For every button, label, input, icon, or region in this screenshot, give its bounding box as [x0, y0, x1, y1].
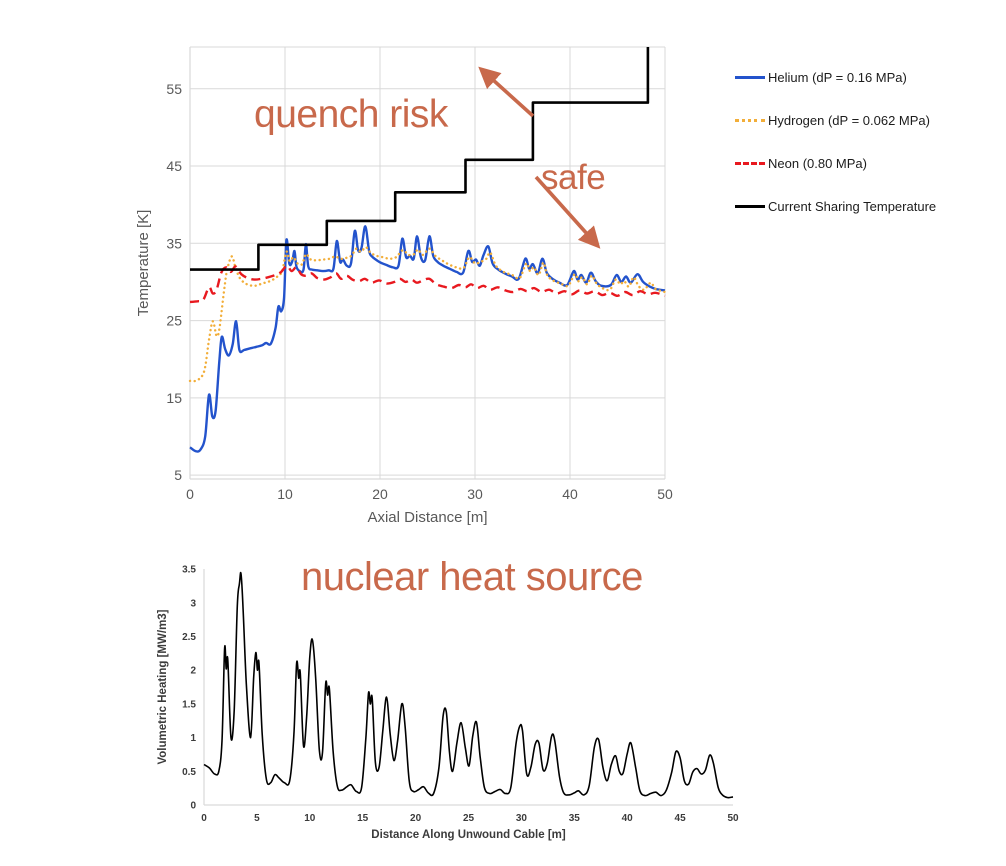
- heating-chart: 0 5 10 15 20 25 30 35 40 45 50 0 0.5 1 1.5 2 2.5 3 3.5 Dist…: [157, 565, 739, 841]
- svg-text:0.5: 0.5: [182, 767, 196, 778]
- svg-text:15: 15: [166, 390, 182, 406]
- svg-text:2.5: 2.5: [182, 632, 196, 643]
- solid-line-marker: [735, 75, 765, 79]
- legend-label: Hydrogen (dP = 0.062 MPa): [768, 112, 930, 128]
- legend-item: Current Sharing Temperature: [735, 195, 1006, 217]
- svg-text:25: 25: [166, 313, 182, 329]
- svg-text:1: 1: [190, 733, 196, 744]
- legend: Helium (dP = 0.16 MPa) Hydrogen (dP = 0.0…: [735, 66, 1006, 238]
- legend-label: Current Sharing Temperature: [768, 198, 937, 214]
- svg-text:Axial Distance [m]: Axial Distance [m]: [367, 509, 487, 526]
- svg-text:45: 45: [166, 158, 182, 174]
- svg-text:50: 50: [657, 486, 673, 502]
- solid-line-marker: [735, 204, 765, 208]
- svg-text:35: 35: [569, 813, 581, 824]
- svg-text:25: 25: [463, 813, 475, 824]
- svg-text:40: 40: [622, 813, 634, 824]
- svg-text:5: 5: [174, 467, 182, 483]
- svg-text:Distance Along Unwound Cable [: Distance Along Unwound Cable [m]: [371, 829, 566, 841]
- svg-text:40: 40: [562, 486, 578, 502]
- svg-text:Temperature [K]: Temperature [K]: [135, 210, 152, 317]
- svg-text:30: 30: [467, 486, 483, 502]
- svg-text:45: 45: [675, 813, 687, 824]
- svg-text:35: 35: [166, 235, 182, 251]
- svg-text:15: 15: [357, 813, 369, 824]
- svg-text:1.5: 1.5: [182, 699, 196, 710]
- svg-text:10: 10: [304, 813, 316, 824]
- annotation-safe: safe: [541, 158, 606, 197]
- dashed-line-marker: [735, 161, 765, 165]
- svg-text:10: 10: [277, 486, 293, 502]
- svg-text:20: 20: [372, 486, 388, 502]
- svg-text:5: 5: [254, 813, 260, 824]
- annotation-nuclear-heat-source: nuclear heat source: [301, 555, 643, 599]
- svg-text:0: 0: [186, 486, 194, 502]
- svg-text:20: 20: [410, 813, 422, 824]
- svg-text:3.5: 3.5: [182, 565, 196, 576]
- svg-text:0: 0: [190, 801, 196, 812]
- svg-text:30: 30: [516, 813, 528, 824]
- svg-text:3: 3: [190, 598, 196, 609]
- legend-item: Neon (0.80 MPa): [735, 152, 1006, 174]
- svg-text:55: 55: [166, 81, 182, 97]
- legend-label: Neon (0.80 MPa): [768, 155, 867, 171]
- svg-text:Volumetric Heating [MW/m3]: Volumetric Heating [MW/m3]: [157, 609, 169, 764]
- legend-item: Hydrogen (dP = 0.062 MPa): [735, 109, 1006, 131]
- dotted-line-marker: [735, 118, 765, 122]
- svg-text:50: 50: [727, 813, 739, 824]
- svg-text:0: 0: [201, 813, 207, 824]
- legend-label: Helium (dP = 0.16 MPa): [768, 69, 907, 85]
- legend-item: Helium (dP = 0.16 MPa): [735, 66, 1006, 88]
- annotation-quench-risk: quench risk: [254, 93, 448, 136]
- svg-text:2: 2: [190, 666, 196, 677]
